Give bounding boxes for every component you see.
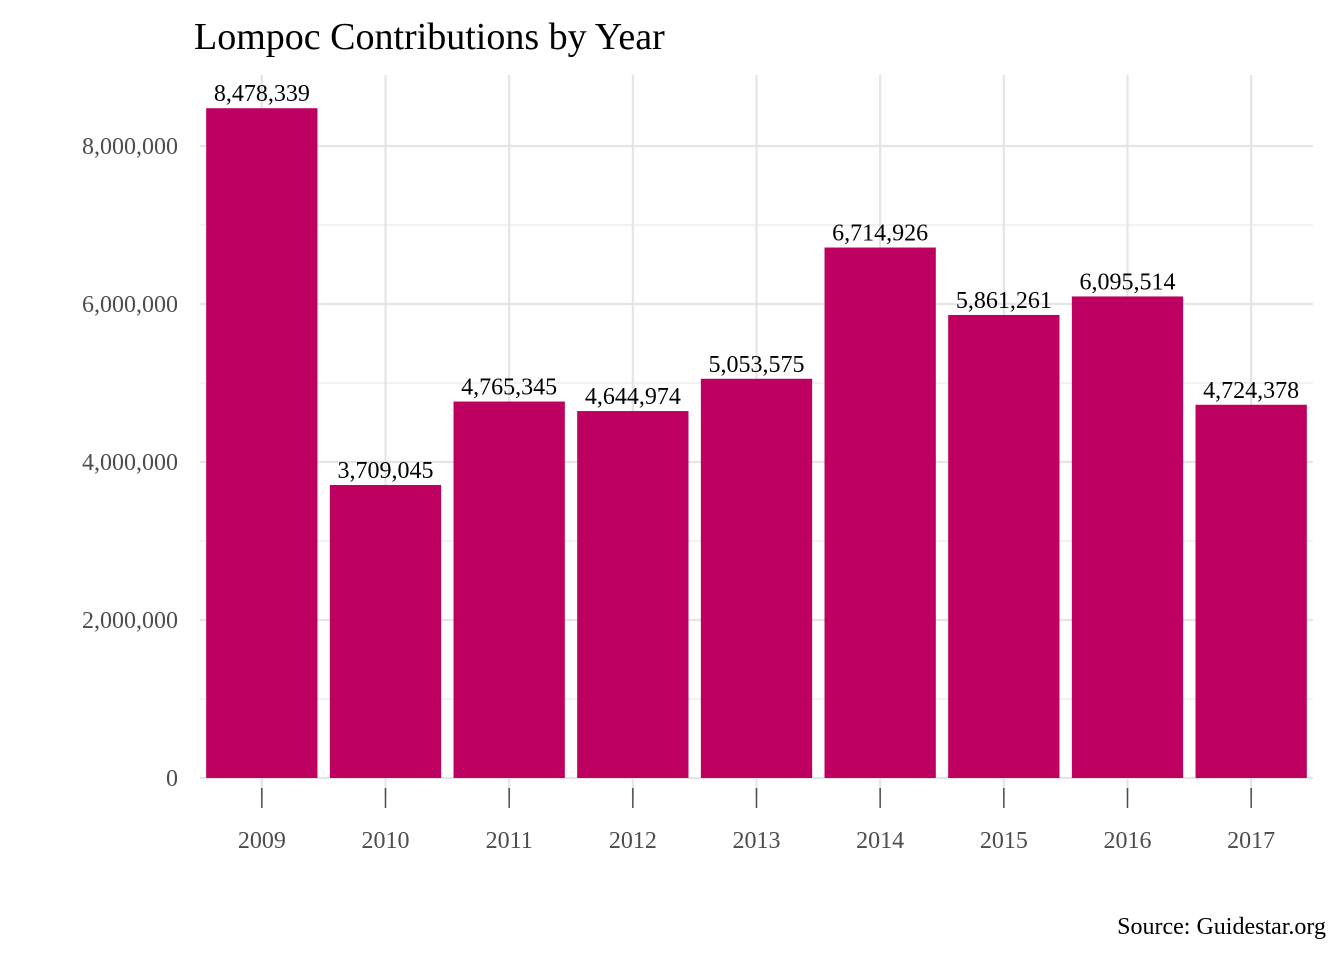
bar-2010 bbox=[329, 484, 442, 778]
y-axis: 0 2,000,000 4,000,000 6,000,000 8,000,000 bbox=[82, 134, 178, 792]
bar-2009 bbox=[206, 108, 318, 778]
y-tick-label: 4,000,000 bbox=[82, 450, 178, 476]
bar-2016 bbox=[1071, 296, 1184, 778]
data-label-2010: 3,709,045 bbox=[338, 458, 434, 484]
data-label-2011: 4,765,345 bbox=[461, 375, 557, 401]
bar-2017 bbox=[1195, 404, 1307, 778]
x-tick-label: 2015 bbox=[980, 828, 1028, 854]
y-tick-label: 6,000,000 bbox=[82, 292, 178, 318]
x-tick-label: 2009 bbox=[238, 828, 286, 854]
y-tick-label: 8,000,000 bbox=[82, 134, 178, 160]
y-tick-label: 0 bbox=[166, 766, 178, 792]
bar-2014 bbox=[824, 247, 936, 778]
data-label-2015: 5,861,261 bbox=[956, 288, 1052, 314]
chart-caption: Source: Guidestar.org bbox=[1117, 914, 1326, 940]
x-tick-label: 2017 bbox=[1227, 828, 1275, 854]
x-tick-label: 2016 bbox=[1104, 828, 1152, 854]
data-label-2017: 4,724,378 bbox=[1203, 378, 1299, 404]
bar-2015 bbox=[948, 314, 1060, 778]
data-label-2012: 4,644,974 bbox=[585, 384, 681, 410]
bar-2011 bbox=[453, 401, 565, 778]
x-tick-label: 2013 bbox=[733, 828, 781, 854]
x-tick-label: 2014 bbox=[856, 828, 904, 854]
data-label-2014: 6,714,926 bbox=[832, 221, 928, 247]
y-tick-label: 2,000,000 bbox=[82, 608, 178, 634]
x-tick-label: 2010 bbox=[362, 828, 410, 854]
data-label-2013: 5,053,575 bbox=[709, 352, 805, 378]
data-label-2009: 8,478,339 bbox=[214, 81, 310, 107]
x-tick-label: 2011 bbox=[486, 828, 533, 854]
x-tick-label: 2012 bbox=[609, 828, 657, 854]
chart-title: Lompoc Contributions by Year bbox=[194, 16, 665, 58]
bar-2012 bbox=[577, 411, 689, 778]
data-labels: 8,478,339 3,709,045 4,765,345 4,644,974 5,05… bbox=[214, 81, 1299, 484]
x-axis: 2009 2010 2011 2012 2013 2014 2015 2016 2017 bbox=[238, 788, 1275, 854]
bars bbox=[206, 108, 1307, 778]
bar-2013 bbox=[700, 378, 813, 778]
data-label-2016: 6,095,514 bbox=[1080, 269, 1176, 295]
